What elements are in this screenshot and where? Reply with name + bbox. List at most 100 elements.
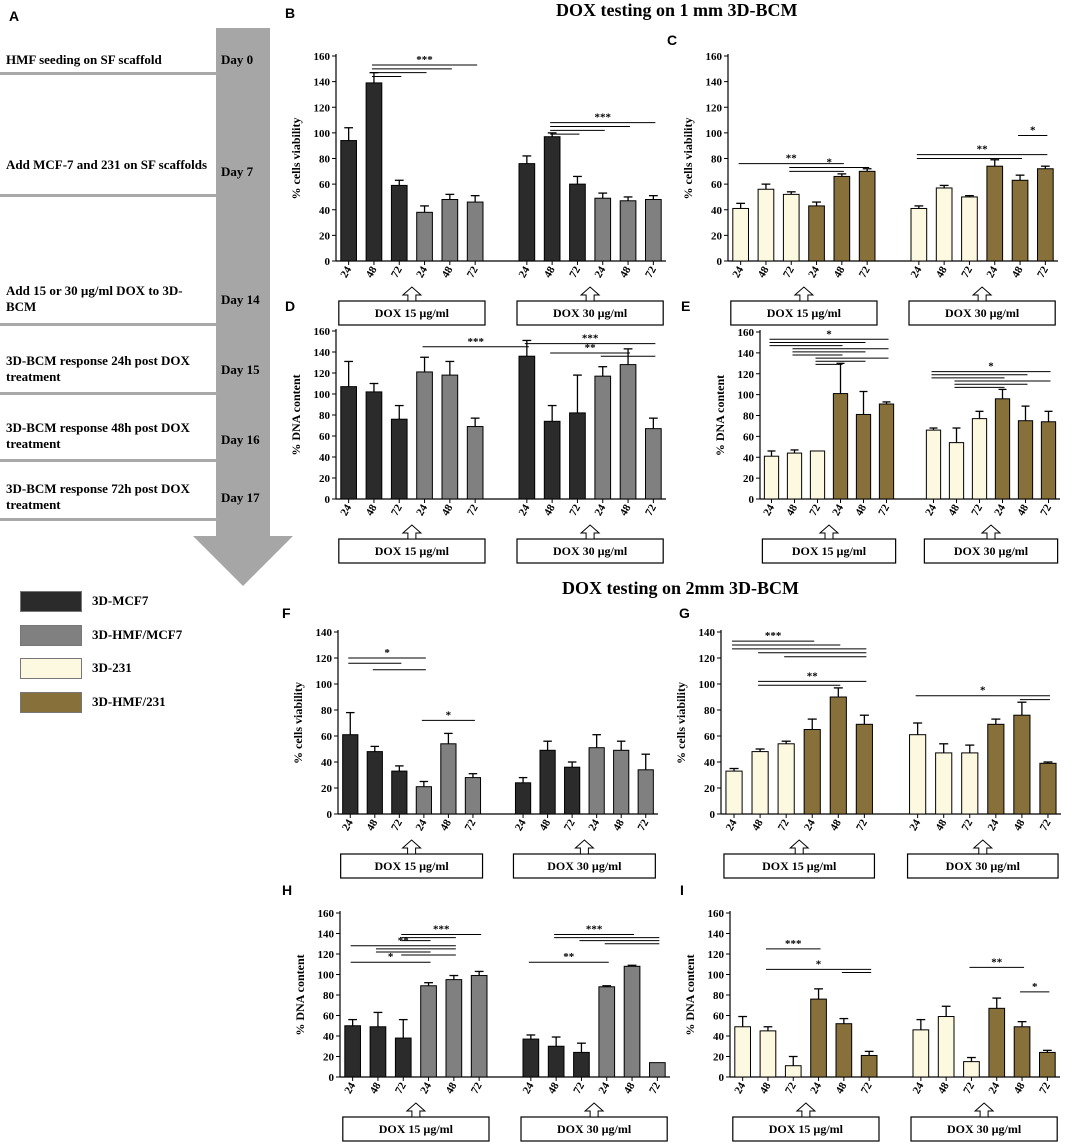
dose-group-box [342,1116,490,1142]
bar [963,1061,980,1078]
dose-group-box [516,538,664,564]
panel-label-d: D [285,298,296,314]
y-tick-label: 0 [325,494,331,506]
legend-label-hmf-mcf7: 3D-HMF/MCF7 [92,627,183,642]
y-tick-label: 100 [708,970,725,982]
dose-group-label: DOX 30 µg/ml [557,1122,632,1136]
significance-label: ** [585,342,597,354]
y-tick-label: 160 [314,326,331,338]
dose-group-box [910,1116,1058,1142]
dose-group-label: DOX 15 µg/ml [375,306,450,320]
significance-label: *** [416,54,433,66]
y-tick-label: 160 [708,908,725,920]
dose-group-box [338,300,486,326]
y-tick-label: 100 [706,128,723,140]
y-tick-label: 140 [699,627,716,639]
y-tick-label: 20 [319,230,331,242]
panel-label-h: H [282,882,293,898]
dose-group-label: DOX 30 µg/ml [946,859,1021,873]
dose-group-label: DOX 15 µg/ml [762,859,837,873]
y-tick-label: 0 [749,494,755,506]
significance-label: ** [991,956,1003,968]
dose-pointer-arrow [405,1102,427,1118]
y-tick-label: 60 [711,179,723,191]
protocol-step-text: 3D-BCM response 48h post DOX treatment [6,420,190,451]
y-tick-label: 120 [706,102,723,114]
dose-pointer-arrow [971,286,993,302]
significance-label: * [826,156,832,168]
y-tick-label: 160 [318,908,335,920]
dose-group-label: DOX 30 µg/ml [947,1122,1022,1136]
dose-group-box [761,538,897,564]
y-tick-label: 140 [316,627,333,639]
y-axis-label: % DNA content [713,375,727,456]
panel-label-a: A [9,8,20,24]
significance-label: *** [582,333,599,345]
dose-group-label: DOX 30 µg/ml [553,306,628,320]
panel-label-f: F [282,605,291,621]
protocol-step-text: 3D-BCM response 72h post DOX treatment [6,481,190,512]
y-tick-label: 140 [314,77,331,89]
bar [912,1029,930,1078]
y-tick-label: 40 [713,1031,725,1043]
y-tick-label: 60 [713,1011,725,1023]
x-tick-label: 24 [732,1080,748,1096]
significance-label: *** [785,938,802,950]
protocol-divider [0,194,218,197]
y-tick-label: 120 [738,369,755,381]
x-tick-label: 72 [961,1080,977,1096]
significance-label: ** [398,935,410,947]
significance-label: * [980,685,986,697]
bar [860,1054,878,1078]
significance-label: *** [765,630,782,642]
x-tick-label: 48 [758,1080,774,1096]
y-tick-label: 100 [316,679,333,691]
legend-swatch-231 [20,658,82,679]
y-tick-label: 80 [319,410,331,422]
legend-label-231: 3D-231 [92,660,132,675]
y-tick-label: 80 [713,990,725,1002]
bar [1013,1026,1031,1078]
dose-group-label: DOX 30 µg/ml [547,859,622,873]
y-tick-label: 100 [314,389,331,401]
significance-label: * [1030,124,1036,136]
protocol-divider [0,72,218,75]
y-tick-label: 40 [711,205,723,217]
timeline-arrow-head [193,536,293,586]
dose-group-box [340,853,484,879]
x-tick-label: 24 [986,1080,1002,1096]
protocol-divider [0,392,218,395]
legend-swatch-hmf-231 [20,692,82,713]
y-tick-label: 120 [316,653,333,665]
dose-pointer-arrow [788,839,810,855]
y-tick-label: 0 [325,256,331,268]
protocol-step-text: Add MCF-7 and 231 on SF scaffolds [6,157,208,172]
y-tick-label: 80 [743,411,755,423]
dose-group-label: DOX 15 µg/ml [379,1122,454,1136]
significance-label: * [826,328,832,340]
y-tick-label: 0 [719,1072,725,1084]
y-axis-label: % cells viability [289,118,303,200]
protocol-step-day: Day 0 [221,52,254,67]
protocol-step-text: Add 15 or 30 µg/ml DOX to 3D-BCM [6,283,183,314]
dose-group-label: DOX 15 µg/ml [769,1122,844,1136]
bar [784,1065,802,1078]
dose-pointer-arrow [818,524,840,540]
dose-pointer-arrow [579,286,601,302]
bar [810,998,827,1078]
y-tick-label: 140 [314,347,331,359]
y-tick-label: 0 [329,1072,335,1084]
y-tick-label: 140 [706,77,723,89]
dose-group-box [338,538,486,564]
significance-label: * [384,647,390,659]
x-tick-label: 48 [834,1080,850,1096]
significance-label: * [816,958,822,970]
panel-label-g: G [679,605,690,621]
dose-pointer-arrow [793,286,815,302]
panel-label-i: I [680,882,684,898]
dose-pointer-arrow [973,1102,995,1118]
bar [988,1007,1006,1078]
timeline-arrow-shaft [216,28,270,538]
y-tick-label: 120 [699,653,716,665]
